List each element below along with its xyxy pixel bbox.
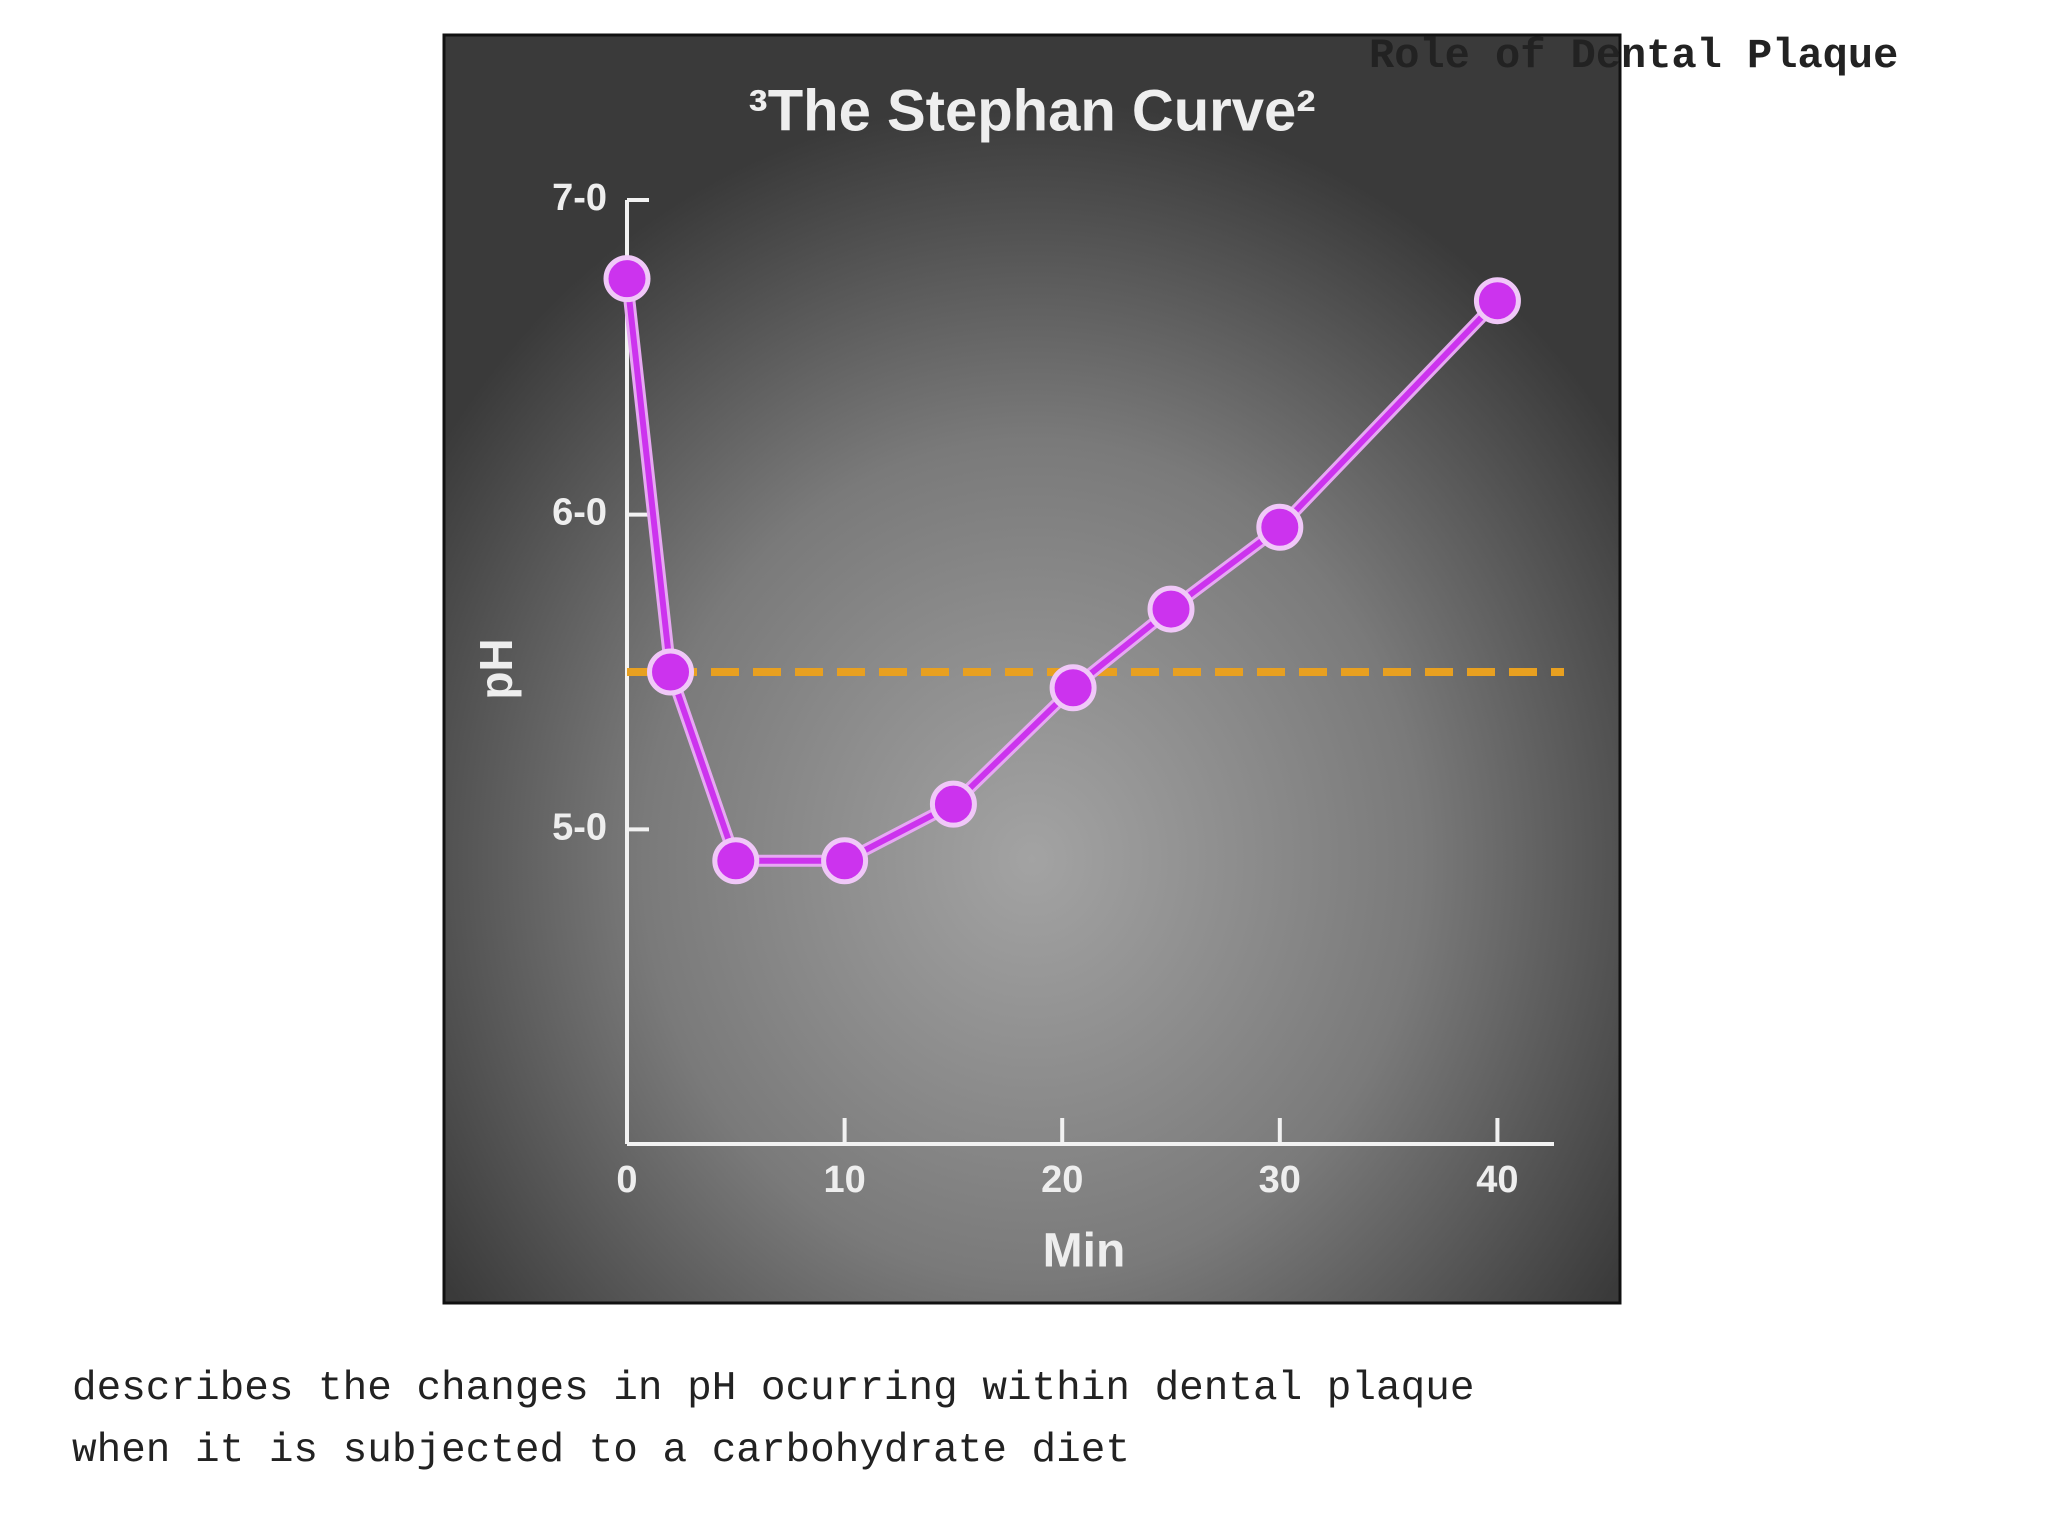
chart-title: ³The Stephan Curve² [748,78,1315,143]
slide-title: Role of Dental Plaque [1369,32,1898,80]
data-point [1473,277,1521,325]
data-point [1147,585,1195,633]
data-point [603,255,651,303]
x-axis-label: Min [1043,1225,1126,1278]
data-point [929,780,977,828]
caption-line: describes the changes in pH ocurring wit… [72,1366,1474,1412]
caption-line: when it is subjected to a carbohydrate d… [72,1428,1130,1474]
y-tick-label: 6-0 [552,492,607,534]
x-tick-label: 30 [1259,1159,1301,1201]
y-tick-label: 5-0 [552,806,607,848]
data-point [821,837,869,885]
data-point [1049,664,1097,712]
x-tick-label: 20 [1041,1159,1083,1201]
x-tick-label: 10 [823,1159,865,1201]
data-point [712,837,760,885]
x-tick-label: 40 [1476,1159,1518,1201]
y-tick-label: 7-0 [552,177,607,219]
y-axis-label: pH [470,638,522,699]
data-point [647,648,695,696]
data-point [1256,503,1304,551]
x-tick-label: 0 [616,1159,637,1201]
